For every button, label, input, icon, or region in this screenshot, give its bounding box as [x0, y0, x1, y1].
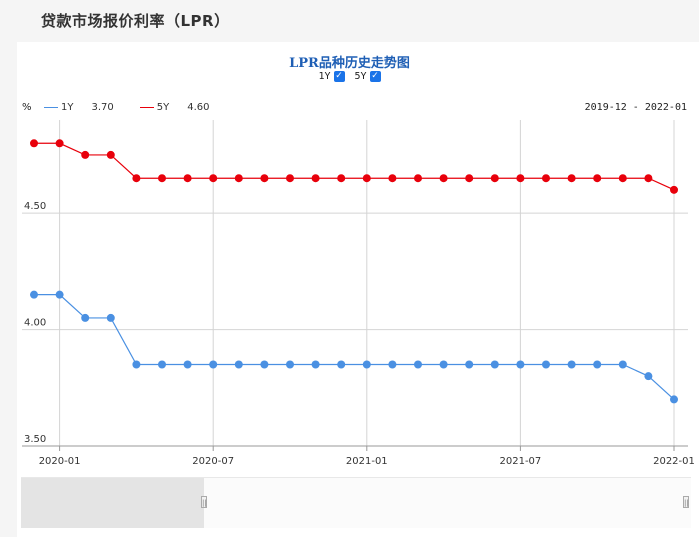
data-point-5y — [567, 174, 576, 183]
data-point-5y — [516, 174, 525, 183]
data-point-1y — [362, 360, 371, 369]
data-point-1y — [567, 360, 576, 369]
chart-title: LPR品种历史走势图 — [289, 56, 410, 71]
x-tick-label: 2020-01 — [39, 456, 81, 467]
data-point-5y — [337, 174, 346, 183]
data-point-1y — [465, 360, 474, 369]
data-point-1y — [311, 360, 320, 369]
data-point-1y — [388, 360, 397, 369]
data-point-1y — [337, 360, 346, 369]
data-point-5y — [618, 174, 627, 183]
page-title: 贷款市场报价利率（LPR） — [41, 12, 230, 30]
legend-swatch-5y — [139, 107, 154, 108]
data-point-5y — [183, 174, 192, 183]
x-tick-label: 2021-07 — [500, 456, 542, 467]
data-point-5y — [286, 174, 294, 183]
data-point-1y — [55, 290, 64, 299]
data-point-1y — [593, 360, 602, 369]
date-range-label: 2019-12 - 2022-01 — [584, 102, 687, 113]
data-point-1y — [516, 360, 525, 369]
data-point-5y — [465, 174, 474, 183]
data-point-5y — [670, 185, 678, 194]
series-line-1y — [34, 294, 675, 400]
legend-value-1y: 3.70 — [91, 102, 114, 113]
data-point-5y — [490, 174, 499, 183]
legend-swatch-1y — [44, 107, 58, 108]
data-point-5y — [439, 174, 448, 183]
data-point-5y — [388, 174, 397, 183]
x-tick-label: 2022-01 — [653, 456, 695, 467]
data-point-1y — [81, 313, 90, 322]
toggle-1y[interactable]: 1Y ✓ — [318, 71, 345, 82]
data-point-1y — [490, 360, 499, 369]
data-point-5y — [81, 150, 90, 159]
toggle-1y-label: 1Y — [318, 71, 331, 82]
navigator-left-handle[interactable]: || — [201, 496, 207, 508]
data-point-5y — [30, 139, 38, 148]
legend-name-5y: 5Y — [156, 102, 170, 113]
data-point-1y — [414, 360, 422, 369]
toggle-5y[interactable]: 5Y ✓ — [355, 71, 381, 82]
data-point-1y — [158, 360, 166, 369]
data-point-1y — [286, 360, 294, 369]
legend-value-5y: 4.60 — [187, 102, 210, 113]
data-point-5y — [132, 174, 141, 183]
data-point-1y — [106, 313, 115, 322]
chart-panel — [17, 42, 699, 537]
data-point-5y — [234, 174, 243, 183]
data-point-1y — [542, 360, 550, 369]
data-point-5y — [542, 174, 550, 183]
data-point-5y — [362, 174, 371, 183]
data-point-5y — [311, 174, 320, 183]
legend-item-5y: 5Y 4.60 — [139, 102, 210, 113]
data-point-5y — [106, 150, 115, 159]
data-point-5y — [158, 174, 166, 183]
x-tick-label: 2020-07 — [192, 456, 234, 467]
data-point-1y — [30, 290, 38, 299]
y-tick-label: 3.50 — [24, 434, 46, 445]
toggle-5y-checkbox[interactable]: ✓ — [369, 71, 381, 82]
data-point-5y — [55, 139, 64, 148]
data-point-1y — [260, 360, 269, 369]
legend: 1Y 3.70 5Y 4.60 — [44, 102, 210, 113]
data-point-1y — [183, 360, 192, 369]
navigator-right-handle[interactable]: || — [683, 496, 689, 508]
toggle-5y-label: 5Y — [354, 71, 367, 82]
data-point-1y — [618, 360, 627, 369]
data-point-1y — [234, 360, 243, 369]
data-point-5y — [414, 174, 422, 183]
data-point-5y — [644, 174, 653, 183]
legend-name-1y: 1Y — [61, 102, 74, 113]
range-navigator[interactable]: || || — [21, 477, 691, 528]
navigator-selected-window[interactable] — [21, 478, 204, 528]
data-point-5y — [209, 174, 218, 183]
data-point-5y — [260, 174, 269, 183]
data-point-1y — [439, 360, 448, 369]
series-line-5y — [34, 142, 675, 191]
data-point-1y — [644, 372, 653, 381]
x-tick-label: 2021-01 — [346, 456, 388, 467]
y-tick-label: 4.50 — [24, 201, 46, 212]
series-toggles: 1Y ✓ 5Y ✓ — [0, 71, 699, 82]
y-tick-label: 4.00 — [24, 318, 46, 329]
data-point-1y — [209, 360, 218, 369]
data-point-1y — [132, 360, 141, 369]
data-point-1y — [670, 395, 678, 404]
toggle-1y-checkbox[interactable]: ✓ — [333, 71, 345, 82]
data-point-5y — [593, 174, 602, 183]
legend-item-1y: 1Y 3.70 — [44, 102, 114, 113]
y-unit-label: % — [22, 102, 32, 113]
